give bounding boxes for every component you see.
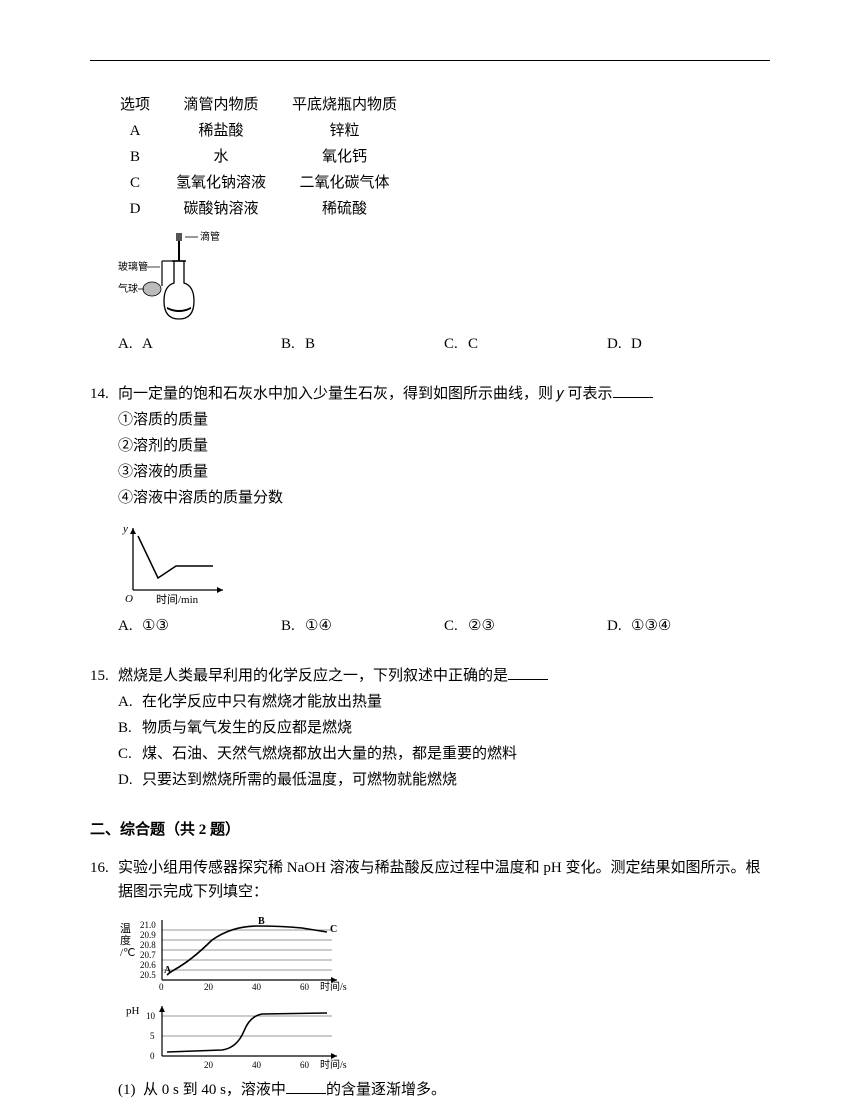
question-13-continuation: 选项 滴管内物质 平底烧瓶内物质 A稀盐酸锌粒 B水氧化钙 C氢氧化钠溶液二氧化… xyxy=(90,91,770,356)
option-d: D.①③④ xyxy=(607,614,770,638)
q15-stem: 燃烧是人类最早利用的化学反应之一，下列叙述中正确的是 xyxy=(118,664,770,688)
svg-text:O: O xyxy=(125,593,133,605)
list-item: ③溶液的质量 xyxy=(118,460,770,484)
dropper-label: 滴管 xyxy=(200,231,220,243)
svg-text:60: 60 xyxy=(300,1060,310,1070)
svg-text:温: 温 xyxy=(120,922,131,935)
x-axis-label: 时间/min xyxy=(156,593,199,606)
option-b: B.物质与氧气发生的反应都是燃烧 xyxy=(118,716,770,740)
curve xyxy=(138,536,213,578)
q16-chart-temp: 温 度 /℃ 21.0 20.9 20.8 20.7 20.6 20 xyxy=(118,912,770,992)
q14-options: A.①③ B.①④ C.②③ D.①③④ xyxy=(90,614,770,638)
svg-text:10: 10 xyxy=(146,1011,156,1021)
option-c: C.②③ xyxy=(444,614,607,638)
option-b: B.①④ xyxy=(281,614,444,638)
ph-curve xyxy=(167,1013,327,1052)
y-axis-label: y xyxy=(122,523,128,535)
table-row: A稀盐酸锌粒 xyxy=(120,119,421,143)
q14-stem: 向一定量的饱和石灰水中加入少量生石灰，得到如图所示曲线，则 𝑦 可表示 xyxy=(118,382,770,406)
svg-text:5: 5 xyxy=(150,1031,155,1041)
svg-text:A: A xyxy=(164,965,172,976)
svg-text:21.0: 21.0 xyxy=(140,920,156,930)
question-15: 15. 燃烧是人类最早利用的化学反应之一，下列叙述中正确的是 A.在化学反应中只… xyxy=(90,664,770,792)
table-row: C氢氧化钠溶液二氧化碳气体 xyxy=(120,171,421,195)
option-a: A.在化学反应中只有燃烧才能放出热量 xyxy=(118,690,770,714)
option-a: A.A xyxy=(118,332,281,356)
tube-label: 玻璃管 xyxy=(118,260,148,273)
blank-fill xyxy=(508,665,548,680)
svg-text:0: 0 xyxy=(159,982,164,992)
list-item: ②溶剂的质量 xyxy=(118,434,770,458)
svg-text:时间/s: 时间/s xyxy=(320,980,347,992)
option-c: C.煤、石油、天然气燃烧都放出大量的热，都是重要的燃料 xyxy=(118,742,770,766)
q15-options: A.在化学反应中只有燃烧才能放出热量 B.物质与氧气发生的反应都是燃烧 C.煤、… xyxy=(90,690,770,792)
table-row: D碳酸钠溶液稀硫酸 xyxy=(120,197,421,221)
q13-table: 选项 滴管内物质 平底烧瓶内物质 A稀盐酸锌粒 B水氧化钙 C氢氧化钠溶液二氧化… xyxy=(118,91,423,223)
blank-fill xyxy=(613,383,653,398)
q13-options: A.A B.B C.C D.D xyxy=(90,332,770,356)
svg-text:20.6: 20.6 xyxy=(140,960,156,970)
q14-items: ①溶质的质量 ②溶剂的质量 ③溶液的质量 ④溶液中溶质的质量分数 xyxy=(90,408,770,510)
svg-text:20: 20 xyxy=(204,1060,214,1070)
svg-text:/℃: /℃ xyxy=(120,947,135,959)
q16-sub1: (1) 从 0 s 到 40 s，溶液中的含量逐渐增多。 xyxy=(90,1078,770,1102)
question-14: 14. 向一定量的饱和石灰水中加入少量生石灰，得到如图所示曲线，则 𝑦 可表示 … xyxy=(90,382,770,638)
q15-number: 15. xyxy=(90,664,118,688)
blank-fill xyxy=(286,1079,326,1094)
th-option: 选项 xyxy=(120,93,174,117)
svg-text:时间/s: 时间/s xyxy=(320,1058,347,1071)
svg-text:40: 40 xyxy=(252,1060,262,1070)
apparatus-diagram: 滴管 玻璃管 气球 xyxy=(118,231,770,326)
section-2-header: 二、综合题（共 2 题） xyxy=(90,818,770,842)
svg-text:20.7: 20.7 xyxy=(140,950,156,960)
option-c: C.C xyxy=(444,332,607,356)
th-dropper: 滴管内物质 xyxy=(176,93,290,117)
option-d: D.D xyxy=(607,332,770,356)
svg-text:60: 60 xyxy=(300,982,310,992)
svg-text:20.9: 20.9 xyxy=(140,930,156,940)
balloon-label: 气球 xyxy=(118,282,138,295)
svg-text:B: B xyxy=(258,916,265,927)
temp-curve xyxy=(167,926,327,975)
svg-text:度: 度 xyxy=(120,933,131,947)
q14-chart: y O 时间/min xyxy=(118,518,770,608)
list-item: ④溶液中溶质的质量分数 xyxy=(118,486,770,510)
q16-number: 16. xyxy=(90,856,118,904)
svg-text:40: 40 xyxy=(252,982,262,992)
svg-text:20.5: 20.5 xyxy=(140,970,156,980)
question-16: 16. 实验小组用传感器探究稀 NaOH 溶液与稀盐酸反应过程中温度和 pH 变… xyxy=(90,856,770,1102)
sub-number: (1) xyxy=(118,1082,136,1098)
svg-text:pH: pH xyxy=(126,1005,140,1017)
q16-chart-ph: pH 10 5 0 20 40 60 时间/s xyxy=(118,1000,770,1072)
option-a: A.①③ xyxy=(118,614,281,638)
svg-text:20.8: 20.8 xyxy=(140,940,156,950)
list-item: ①溶质的质量 xyxy=(118,408,770,432)
th-flask: 平底烧瓶内物质 xyxy=(292,93,421,117)
q16-stem: 实验小组用传感器探究稀 NaOH 溶液与稀盐酸反应过程中温度和 pH 变化。测定… xyxy=(118,856,770,904)
table-row: B水氧化钙 xyxy=(120,145,421,169)
q14-number: 14. xyxy=(90,382,118,406)
svg-text:20: 20 xyxy=(204,982,214,992)
svg-text:0: 0 xyxy=(150,1051,155,1061)
svg-text:C: C xyxy=(330,924,337,935)
option-b: B.B xyxy=(281,332,444,356)
table-row: 选项 滴管内物质 平底烧瓶内物质 xyxy=(120,93,421,117)
option-d: D.只要达到燃烧所需的最低温度，可燃物就能燃烧 xyxy=(118,768,770,792)
